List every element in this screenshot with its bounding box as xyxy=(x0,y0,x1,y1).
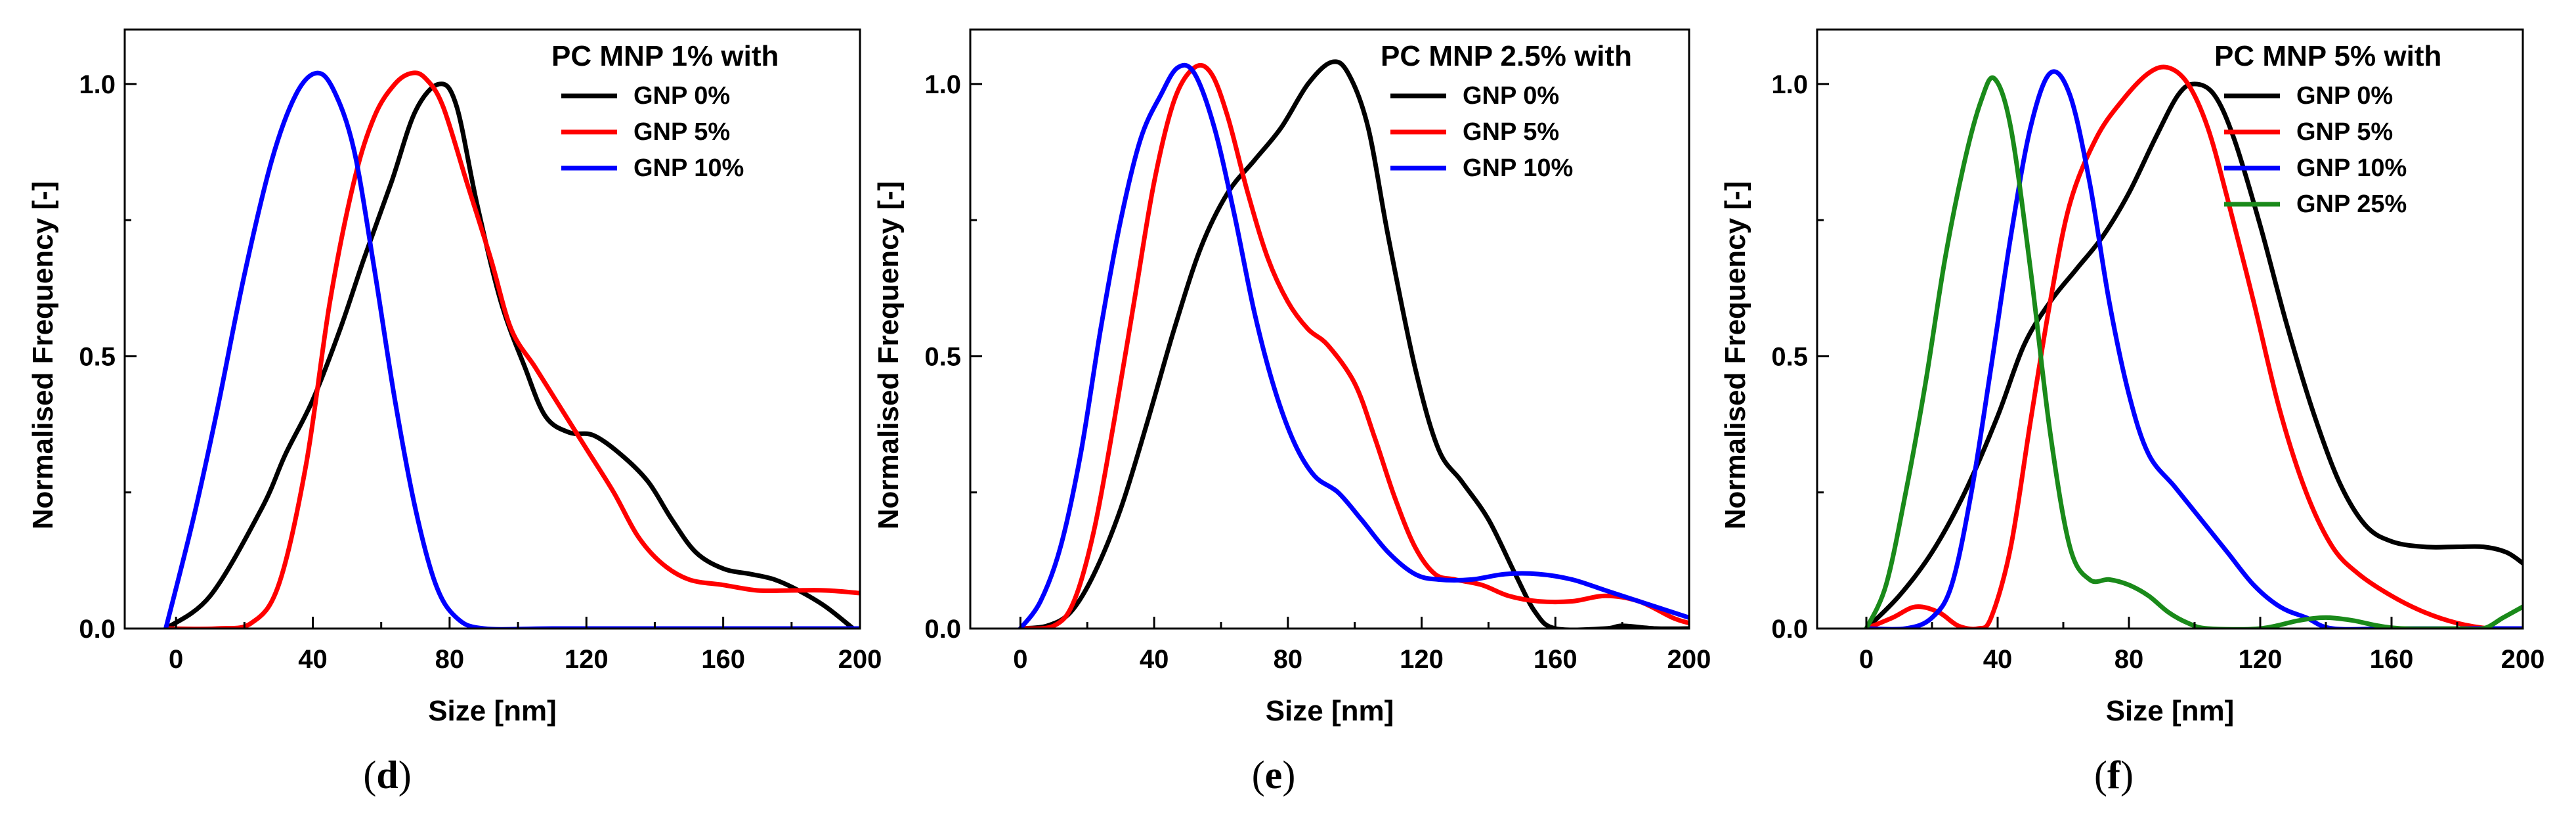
y-tick-label: 0.5 xyxy=(924,342,961,371)
panel-label: (f) xyxy=(2094,753,2134,797)
series-line-gnp-25 xyxy=(1864,75,2523,629)
y-tick-label: 1.0 xyxy=(1771,70,1808,99)
series-line-gnp-0 xyxy=(1864,81,2523,629)
x-tick-label: 200 xyxy=(2501,645,2545,674)
y-tick-label: 0.0 xyxy=(924,615,961,644)
legend-label: GNP 0% xyxy=(1463,82,1559,110)
panel-label: (e) xyxy=(1252,753,1296,797)
legend-label: GNP 25% xyxy=(2296,190,2407,218)
plot-frame xyxy=(1816,28,2524,630)
legend-label: GNP 5% xyxy=(633,118,730,146)
x-tick-label: 40 xyxy=(1140,645,1169,674)
legend-label: GNP 5% xyxy=(2296,118,2393,146)
y-tick-label: 1.0 xyxy=(924,70,961,99)
series-group xyxy=(1018,59,1689,629)
series-line-gnp-5 xyxy=(1018,62,1689,629)
series-line-gnp-0 xyxy=(1018,59,1689,629)
x-tick-label: 0 xyxy=(169,645,183,674)
chart-panel-f: 0 40 80 120 160 200 0.0 0.5 1.0 Size [nm] Normalis… xyxy=(1719,28,2545,797)
series-group xyxy=(1864,64,2523,629)
chart-panel-d: 0 40 80 120 160 200 0.0 0.5 1.0 Size [nm] Normalis… xyxy=(27,28,882,797)
y-tick-label: 1.0 xyxy=(79,70,116,99)
y-tick-label: 0.5 xyxy=(79,342,116,371)
x-axis-title: Size [nm] xyxy=(2106,695,2235,727)
y-tick-label: 0.0 xyxy=(1771,615,1808,644)
y-axis-title: Normalised Frequency [-] xyxy=(27,181,59,530)
x-tick-label: 160 xyxy=(2370,645,2414,674)
legend-title: PC MNP 2.5% with xyxy=(1381,40,1632,72)
x-tick-label: 200 xyxy=(1667,645,1711,674)
plot-frame xyxy=(969,28,1690,630)
x-tick-label: 80 xyxy=(1274,645,1303,674)
panel-label: (d) xyxy=(363,753,411,797)
x-tick-label: 80 xyxy=(2114,645,2144,674)
x-tick-label: 0 xyxy=(1013,645,1027,674)
x-tick-label: 160 xyxy=(1534,645,1578,674)
series-line-gnp-10 xyxy=(1018,62,1689,629)
y-tick-label: 0.5 xyxy=(1771,342,1808,371)
x-tick-label: 0 xyxy=(1859,645,1874,674)
x-tick-label: 160 xyxy=(701,645,745,674)
x-tick-label: 120 xyxy=(565,645,609,674)
y-axis-title: Normalised Frequency [-] xyxy=(872,181,905,530)
x-tick-label: 120 xyxy=(2239,645,2283,674)
x-tick-label: 120 xyxy=(1400,645,1444,674)
x-tick-label: 200 xyxy=(838,645,882,674)
legend-label: GNP 10% xyxy=(1463,154,1573,182)
legend-title: PC MNP 1% with xyxy=(551,40,779,72)
legend-label: GNP 10% xyxy=(2296,154,2407,182)
x-tick-label: 40 xyxy=(1983,645,2013,674)
y-tick-label: 0.0 xyxy=(79,615,116,644)
legend-label: GNP 0% xyxy=(2296,82,2393,110)
plot-frame xyxy=(123,28,861,630)
x-tick-label: 80 xyxy=(435,645,465,674)
legend-title: PC MNP 5% with xyxy=(2214,40,2441,72)
series-line-gnp-10 xyxy=(163,70,860,629)
legend-label: GNP 5% xyxy=(1463,118,1559,146)
x-axis-title: Size [nm] xyxy=(428,695,557,727)
series-line-gnp-5 xyxy=(163,70,860,629)
y-axis-title: Normalised Frequency [-] xyxy=(1719,181,1751,530)
legend-label: GNP 10% xyxy=(633,154,744,182)
x-axis-title: Size [nm] xyxy=(1266,695,1394,727)
x-tick-label: 40 xyxy=(298,645,328,674)
series-group xyxy=(163,70,860,629)
legend-label: GNP 0% xyxy=(633,82,730,110)
chart-panel-e: 0 40 80 120 160 200 0.0 0.5 1.0 Size [nm] Normalis… xyxy=(872,28,1711,797)
